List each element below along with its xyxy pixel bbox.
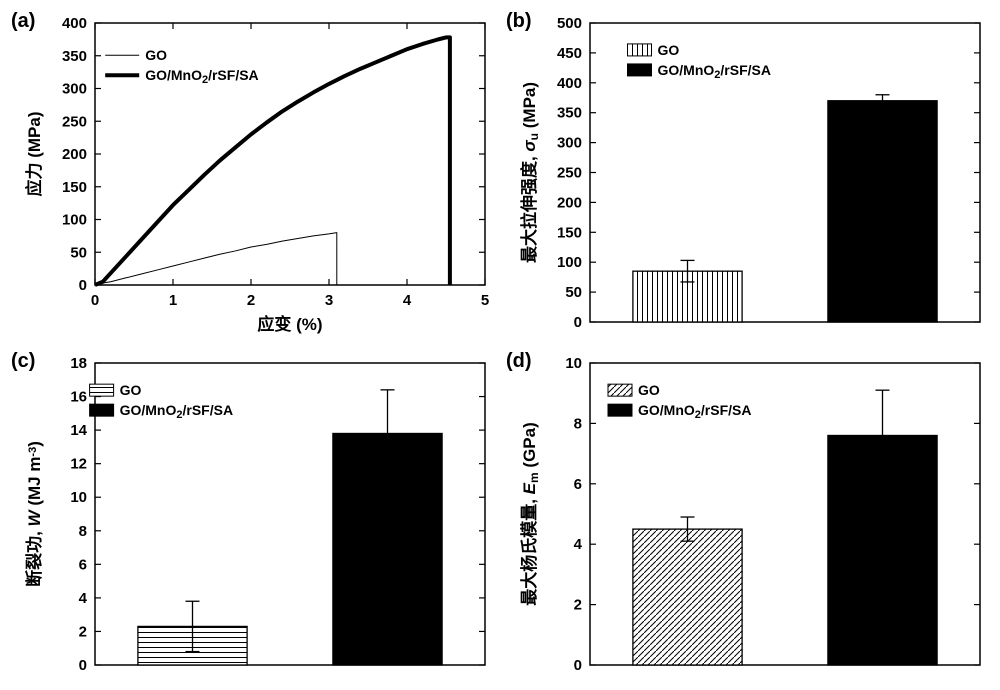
- y-tick-label: 400: [557, 75, 582, 92]
- legend-label: GO/MnO2/rSF/SA: [638, 402, 751, 421]
- legend-label: GO/MnO2/rSF/SA: [120, 402, 233, 421]
- y-tick-label: 200: [557, 194, 582, 211]
- y-tick-label: 2: [79, 623, 87, 640]
- x-tick-label: 4: [403, 292, 412, 309]
- legend-swatch: [608, 404, 632, 416]
- legend-swatch: [608, 384, 632, 396]
- figure-root: 012345050100150200250300350400应变 (%)应力 (…: [0, 0, 1000, 685]
- y-axis-label: 断裂功, W (MJ m-3): [24, 441, 44, 587]
- legend-label: GO/MnO2/rSF/SA: [145, 67, 258, 86]
- y-tick-label: 100: [557, 254, 582, 271]
- y-tick-label: 14: [70, 422, 87, 439]
- bar-0: [633, 529, 742, 665]
- y-tick-label: 8: [79, 523, 87, 540]
- panel-letter: (a): [11, 10, 35, 32]
- x-tick-label: 3: [325, 292, 333, 309]
- y-tick-label: 0: [574, 314, 582, 331]
- panel-letter: (b): [506, 10, 532, 32]
- y-tick-label: 8: [574, 415, 582, 432]
- panel-a: 012345050100150200250300350400应变 (%)应力 (…: [11, 10, 489, 334]
- y-tick-label: 0: [574, 657, 582, 674]
- y-tick-label: 100: [62, 212, 87, 229]
- y-tick-label: 450: [557, 45, 582, 62]
- y-tick-label: 300: [557, 135, 582, 152]
- y-tick-label: 2: [574, 597, 582, 614]
- y-tick-label: 250: [557, 165, 582, 182]
- panel-letter: (d): [506, 350, 532, 372]
- y-tick-label: 0: [79, 657, 87, 674]
- legend-swatch: [628, 64, 652, 76]
- legend-label: GO: [638, 382, 660, 398]
- y-tick-label: 250: [62, 113, 87, 130]
- panel-b: 0 50 100 150 200 250 300 350 400 450 500 最大拉伸强度, σu…: [506, 10, 980, 331]
- y-tick-label: 500: [557, 15, 582, 32]
- y-tick-label: 10: [565, 355, 582, 372]
- x-tick-label: 1: [169, 292, 177, 309]
- y-axis-label: 应力 (MPa): [24, 112, 44, 197]
- legend-label: GO/MnO2/rSF/SA: [658, 62, 771, 81]
- legend-swatch: [90, 404, 114, 416]
- series-0: [95, 233, 337, 285]
- bar-1: [828, 101, 937, 322]
- legend-label: GO: [120, 382, 142, 398]
- y-tick-label: 12: [70, 456, 87, 473]
- y-tick-label: 18: [70, 355, 87, 372]
- y-tick-label: 4: [79, 590, 88, 607]
- y-tick-label: 0: [79, 277, 87, 294]
- y-tick-label: 350: [62, 48, 87, 65]
- y-tick-label: 300: [62, 81, 87, 98]
- x-tick-label: 0: [91, 292, 99, 309]
- y-tick-label: 6: [79, 556, 87, 573]
- legend-label: GO: [145, 47, 167, 63]
- y-axis-label: 最大杨氏模量, Em (GPa): [519, 422, 541, 606]
- y-tick-label: 16: [70, 389, 87, 406]
- y-tick-label: 350: [557, 105, 582, 122]
- x-tick-label: 5: [481, 292, 489, 309]
- legend-swatch: [90, 384, 114, 396]
- x-tick-label: 2: [247, 292, 255, 309]
- panel-d: 0 2 4 6 8 10 最大杨氏模量, Em (GPa) (d) GO GO/MnO2/rSF/…: [506, 350, 980, 674]
- y-tick-label: 50: [70, 244, 87, 261]
- y-axis-label: 最大拉伸强度, σu (MPa): [519, 82, 541, 263]
- y-tick-label: 50: [565, 284, 582, 301]
- y-tick-label: 400: [62, 15, 87, 32]
- y-tick-label: 150: [557, 224, 582, 241]
- y-tick-label: 4: [574, 536, 583, 553]
- y-tick-label: 150: [62, 179, 87, 196]
- legend-swatch: [628, 44, 652, 56]
- y-tick-label: 6: [574, 476, 582, 493]
- y-tick-label: 10: [70, 489, 87, 506]
- panel-c: 0 2 4 6 8 10 12 14 16 18 断裂功, W (MJ m-3) (c) GO GO/Mn…: [11, 350, 485, 674]
- y-tick-label: 200: [62, 146, 87, 163]
- panel-letter: (c): [11, 350, 35, 372]
- legend-label: GO: [658, 42, 680, 58]
- x-axis-label: 应变 (%): [257, 314, 322, 334]
